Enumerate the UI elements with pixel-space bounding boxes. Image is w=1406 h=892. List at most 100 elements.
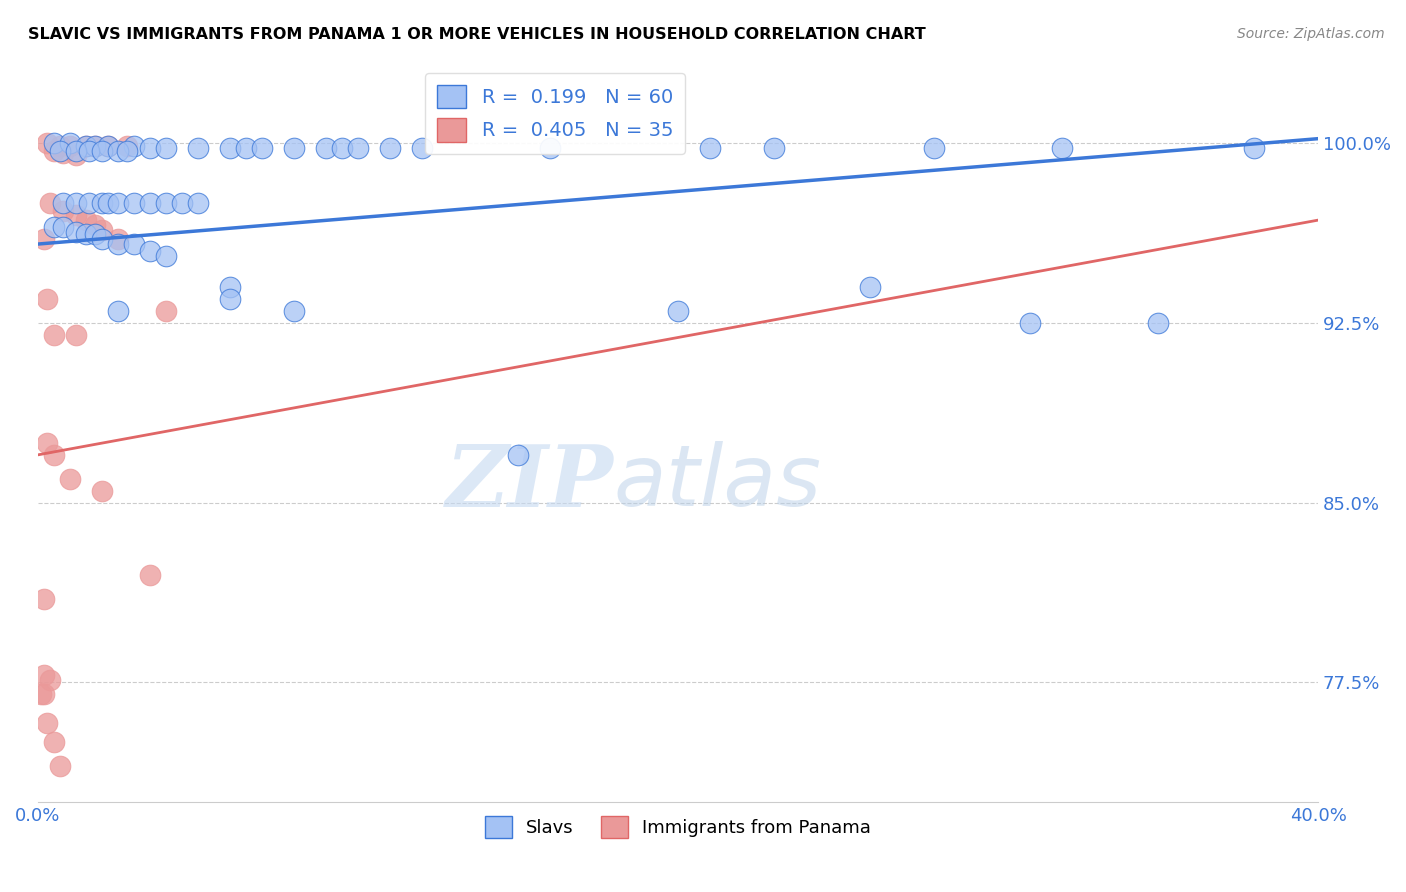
Point (218, 141, 240, 155)
Point (107, 196, 129, 211)
Text: SLAVIC VS IMMIGRANTS FROM PANAMA 1 OR MORE VEHICLES IN HOUSEHOLD CORRELATION CHA: SLAVIC VS IMMIGRANTS FROM PANAMA 1 OR MO… (28, 27, 927, 42)
Point (32, 591, 55, 606)
Point (859, 280, 882, 294)
Point (218, 292, 240, 306)
Point (117, 139, 139, 153)
Point (155, 196, 177, 211)
Point (49, 144, 72, 158)
Point (1147, 316, 1170, 330)
Point (138, 244, 160, 259)
Point (155, 141, 177, 155)
Point (84, 139, 107, 153)
Point (762, 141, 785, 155)
Point (315, 141, 337, 155)
Text: Source: ZipAtlas.com: Source: ZipAtlas.com (1237, 27, 1385, 41)
Point (90, 483, 112, 498)
Text: ZIP: ZIP (446, 442, 614, 524)
Point (59, 139, 82, 153)
Point (283, 141, 305, 155)
Point (1050, 141, 1073, 155)
Point (107, 304, 129, 318)
Point (42, 136, 65, 151)
Point (49, 759, 72, 773)
Point (90, 223, 112, 237)
Point (52, 146, 75, 161)
Point (250, 141, 273, 155)
Point (37, 136, 59, 151)
Point (138, 567, 160, 582)
Point (39, 196, 62, 211)
Point (506, 448, 529, 462)
Point (75, 139, 97, 153)
Point (59, 472, 82, 486)
Point (65, 196, 87, 211)
Point (52, 220, 75, 235)
Point (75, 227, 97, 242)
Legend: Slavs, Immigrants from Panama: Slavs, Immigrants from Panama (478, 809, 879, 846)
Point (330, 141, 353, 155)
Point (75, 139, 97, 153)
Point (65, 148, 87, 162)
Point (32, 688, 55, 702)
Point (107, 232, 129, 246)
Point (52, 203, 75, 218)
Point (30, 688, 52, 702)
Point (90, 144, 112, 158)
Text: atlas: atlas (614, 442, 823, 524)
Point (42, 144, 65, 158)
Point (65, 208, 87, 222)
Point (32, 232, 55, 246)
Point (42, 220, 65, 235)
Point (283, 304, 305, 318)
Point (122, 139, 145, 153)
Point (97, 196, 120, 211)
Point (117, 144, 139, 158)
Point (538, 141, 561, 155)
Point (1243, 141, 1265, 155)
Point (122, 237, 145, 252)
Point (138, 196, 160, 211)
Point (1019, 316, 1042, 330)
Point (155, 304, 177, 318)
Point (84, 218, 107, 232)
Point (84, 227, 107, 242)
Point (32, 668, 55, 682)
Point (411, 141, 433, 155)
Point (107, 144, 129, 158)
Point (65, 225, 87, 239)
Point (122, 196, 145, 211)
Point (378, 141, 401, 155)
Point (42, 448, 65, 462)
Point (187, 141, 209, 155)
Point (42, 328, 65, 343)
Point (235, 141, 257, 155)
Point (97, 139, 120, 153)
Point (346, 141, 368, 155)
Point (90, 196, 112, 211)
Point (77, 144, 100, 158)
Point (187, 196, 209, 211)
Point (77, 196, 100, 211)
Point (107, 237, 129, 252)
Point (97, 139, 120, 153)
Point (699, 141, 721, 155)
Point (37, 716, 59, 731)
Point (65, 328, 87, 343)
Point (52, 196, 75, 211)
Point (90, 232, 112, 246)
Point (39, 673, 62, 687)
Point (49, 139, 72, 153)
Point (59, 136, 82, 151)
Point (922, 141, 945, 155)
Point (65, 144, 87, 158)
Point (37, 436, 59, 450)
Point (37, 292, 59, 306)
Point (75, 213, 97, 227)
Point (666, 304, 689, 318)
Point (155, 249, 177, 263)
Point (84, 139, 107, 153)
Point (42, 735, 65, 749)
Point (218, 280, 240, 294)
Point (170, 196, 193, 211)
Point (138, 141, 160, 155)
